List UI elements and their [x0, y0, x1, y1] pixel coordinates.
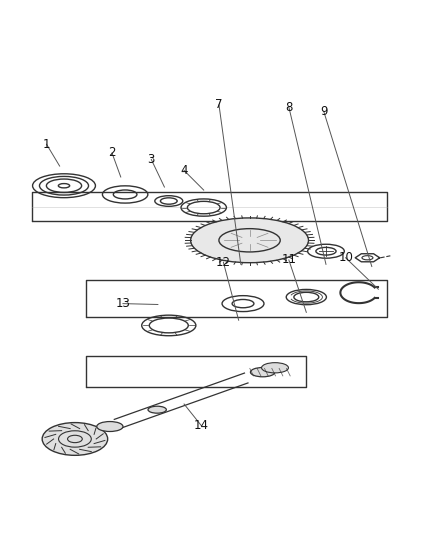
Text: 1: 1 — [43, 138, 50, 151]
Text: 3: 3 — [148, 153, 155, 166]
Ellipse shape — [261, 362, 289, 373]
Text: 12: 12 — [216, 256, 231, 269]
Ellipse shape — [42, 423, 108, 455]
Text: 9: 9 — [320, 105, 328, 118]
Ellipse shape — [148, 406, 166, 413]
Text: 4: 4 — [180, 164, 188, 177]
Text: 10: 10 — [338, 251, 353, 264]
Text: 2: 2 — [108, 147, 116, 159]
Text: 7: 7 — [215, 99, 223, 111]
Text: 14: 14 — [194, 419, 209, 432]
Text: 13: 13 — [116, 297, 131, 310]
Ellipse shape — [97, 422, 123, 432]
Text: 8: 8 — [285, 101, 293, 114]
Ellipse shape — [251, 368, 275, 377]
Ellipse shape — [191, 218, 308, 263]
Text: 11: 11 — [281, 254, 297, 266]
